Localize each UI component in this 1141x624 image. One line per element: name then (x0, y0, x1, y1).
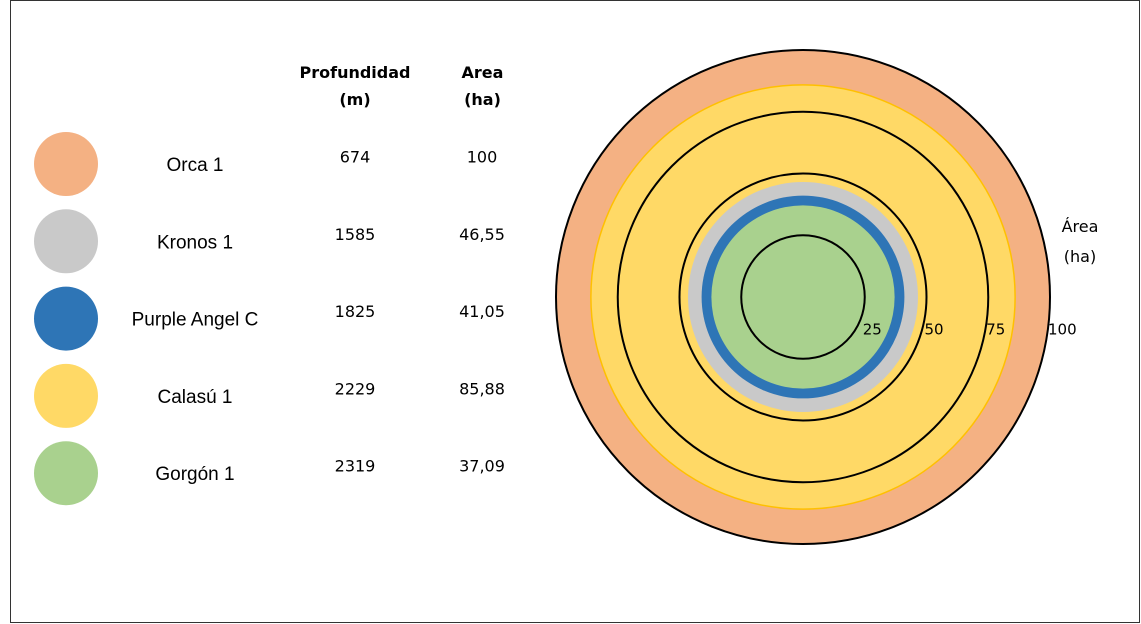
series-name: Kronos 1 (157, 232, 233, 253)
area-value: 85,88 (459, 379, 505, 398)
area-circle (711, 205, 895, 389)
column-header: Area (ha) (461, 63, 504, 109)
depth-value: 1585 (335, 225, 376, 244)
depth-value: 2229 (335, 379, 376, 398)
series-name: Calasú 1 (158, 387, 233, 408)
legend-swatch (34, 441, 98, 506)
tick-label: 75 (986, 321, 1005, 339)
area-value: 37,09 (459, 457, 505, 476)
tick-label: 25 (863, 321, 882, 339)
legend-swatch (34, 286, 98, 351)
series-name: Orca 1 (166, 155, 223, 176)
tick-label: 100 (1048, 321, 1077, 339)
area-value: 41,05 (459, 302, 505, 321)
area-value: 46,55 (459, 225, 505, 244)
series-name: Gorgón 1 (155, 464, 234, 485)
frame (10, 0, 1140, 623)
tick-circle (740, 234, 866, 360)
legend-swatch (34, 209, 98, 274)
legend-swatch (34, 132, 98, 196)
depth-value: 1825 (335, 302, 376, 321)
area-value: 100 (467, 148, 498, 167)
depth-value: 2319 (335, 457, 376, 476)
depth-value: 674 (340, 148, 371, 167)
column-header: Profundidad (m) (299, 63, 411, 109)
tick-label: 50 (925, 321, 944, 339)
tick-circle (616, 110, 990, 484)
legend-swatch (34, 363, 98, 428)
tick-circle (678, 172, 928, 422)
tick-circle (555, 49, 1051, 545)
axis-label: Área (ha) (1061, 217, 1099, 266)
series-name: Purple Angel C (132, 310, 259, 331)
